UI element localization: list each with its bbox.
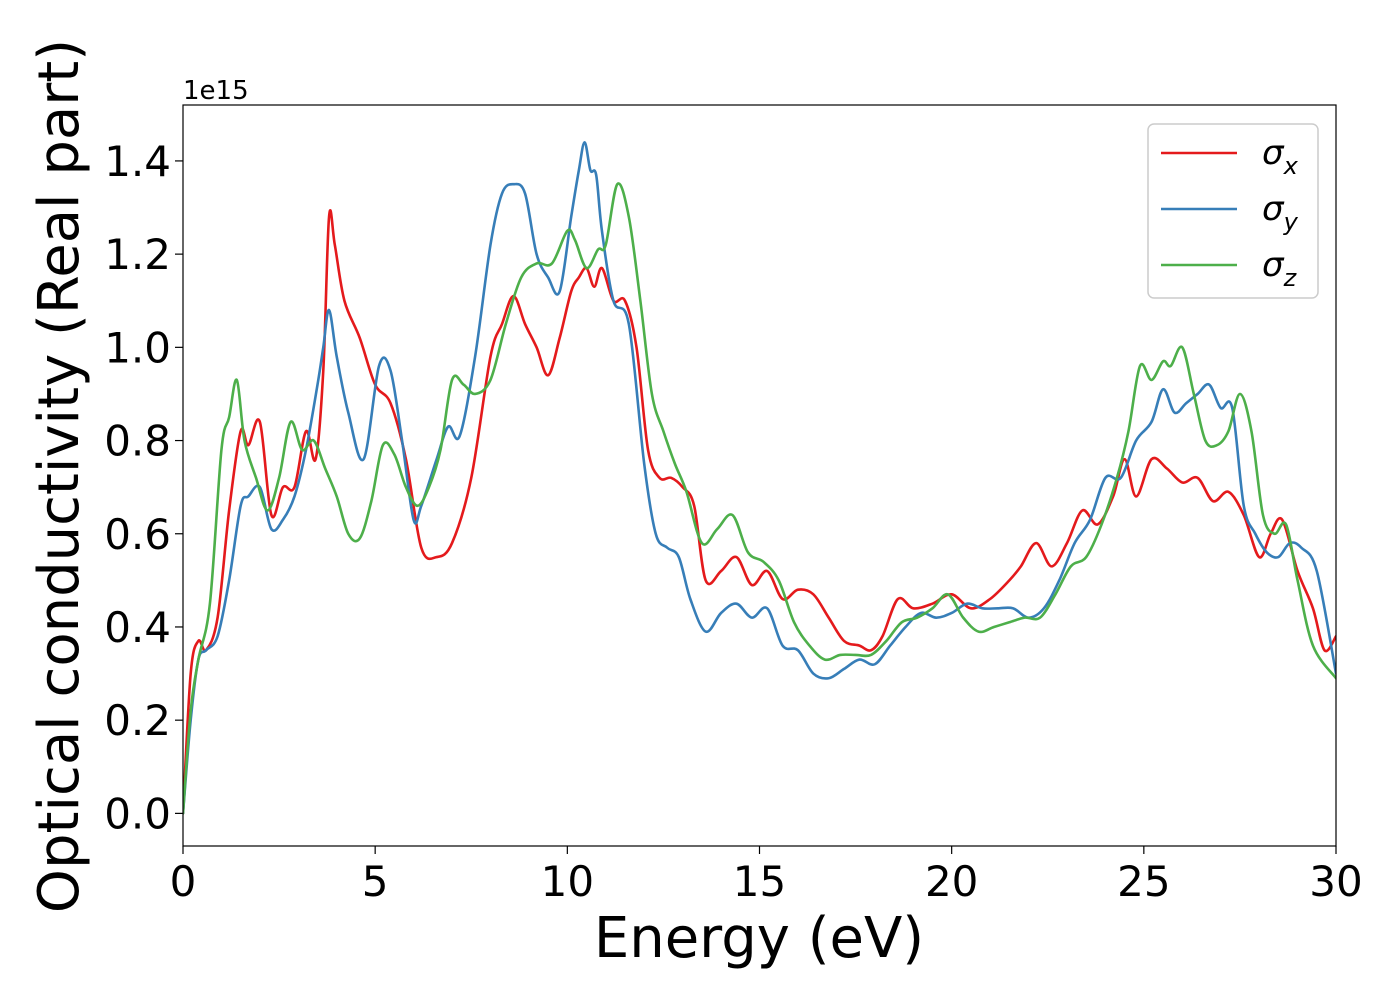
legend-box xyxy=(1147,123,1319,299)
series-lines xyxy=(183,140,1336,815)
y-tick-label: 0.4 xyxy=(104,603,171,652)
x-tick-label: 10 xyxy=(541,857,594,906)
series-line-y xyxy=(183,140,1336,815)
y-tick-label: 1.2 xyxy=(104,230,171,279)
y-axis-label: Optical conductivity (Real part) xyxy=(27,39,92,913)
y-tick-label: 0.2 xyxy=(104,696,171,745)
legend-label-x: σx xyxy=(1262,133,1299,180)
x-axis-label: Energy (eV) xyxy=(594,906,924,971)
legend: σx σy σz xyxy=(1147,123,1319,299)
legend-label-z: σz xyxy=(1262,245,1298,292)
y-tick-label: 0.0 xyxy=(104,789,171,838)
y-tick-label: 0.6 xyxy=(104,510,171,559)
x-tick-label: 5 xyxy=(362,857,389,906)
axis-ticks: 0 5 10 15 20 25 30 0.0 0.2 0.4 0.6 0.8 1.0 1.2 1.4 xyxy=(104,137,1363,906)
series-line-z xyxy=(183,182,1336,815)
x-tick-label: 25 xyxy=(1117,857,1170,906)
x-tick-label: 20 xyxy=(925,857,978,906)
y-offset-label: 1e15 xyxy=(183,76,249,106)
y-tick-label: 1.4 xyxy=(104,137,171,186)
x-tick-label: 15 xyxy=(733,857,786,906)
x-tick-label: 0 xyxy=(170,857,197,906)
y-tick-label: 0.8 xyxy=(104,417,171,466)
x-tick-label: 30 xyxy=(1309,857,1362,906)
series-line-x xyxy=(183,209,1336,815)
legend-label-y: σy xyxy=(1262,189,1299,236)
y-tick-label: 1.0 xyxy=(104,323,171,372)
